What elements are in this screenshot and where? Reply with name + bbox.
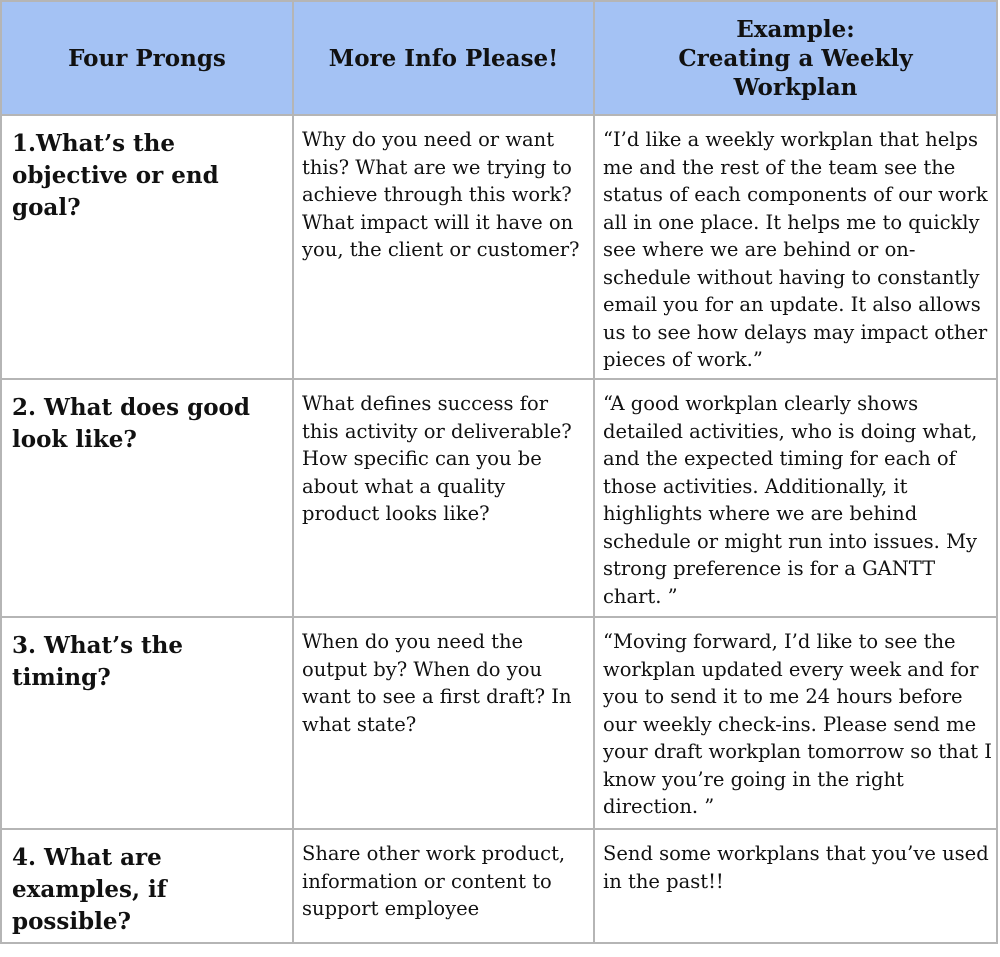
table-body: 1.What’s the objective or end goal? Why … [0, 114, 998, 944]
prong-cell: 1.What’s the objective or end goal? [0, 114, 294, 380]
info-cell: What defines success for this activity o… [292, 378, 595, 618]
prong-text: 4. What are examples, if possible? [12, 844, 167, 935]
header-more-info: More Info Please! [292, 0, 595, 116]
example-cell: “A good workplan clearly shows detailed … [593, 378, 998, 618]
table-row-good-looks-like: 2. What does good look like? What define… [0, 378, 998, 618]
info-text: Share other work product, information or… [302, 842, 566, 920]
info-text: What defines success for this activity o… [302, 392, 572, 525]
prong-text: 3. What’s the timing? [12, 632, 184, 691]
info-cell: Why do you need or want this? What are w… [292, 114, 595, 380]
table-row-timing: 3. What’s the timing? When do you need t… [0, 616, 998, 830]
header-example-line-2: Creating a Weekly [678, 44, 913, 72]
prong-text: 2. What does good look like? [12, 394, 250, 453]
table-row-objective: 1.What’s the objective or end goal? Why … [0, 114, 998, 380]
example-text: Send some workplans that you’ve used in … [603, 842, 989, 893]
header-example: Example: Creating a Weekly Workplan [593, 0, 998, 116]
prong-cell: 2. What does good look like? [0, 378, 294, 618]
example-text: “A good workplan clearly shows detailed … [603, 392, 978, 608]
table-row-examples: 4. What are examples, if possible? Share… [0, 828, 998, 944]
header-example-line-3: Workplan [733, 73, 858, 101]
example-text: “Moving forward, I’d like to see the wor… [603, 630, 992, 818]
info-cell: When do you need the output by? When do … [292, 616, 595, 830]
header-four-prongs: Four Prongs [0, 0, 294, 116]
example-cell: “Moving forward, I’d like to see the wor… [593, 616, 998, 830]
example-cell: Send some workplans that you’ve used in … [593, 828, 998, 944]
example-cell: “I’d like a weekly workplan that helps m… [593, 114, 998, 380]
prong-text: 1.What’s the objective or end goal? [12, 130, 219, 221]
prong-cell: 3. What’s the timing? [0, 616, 294, 830]
info-text: When do you need the output by? When do … [302, 630, 572, 736]
header-example-line-1: Example: [736, 15, 855, 43]
info-text: Why do you need or want this? What are w… [302, 128, 580, 261]
header-row: Four Prongs More Info Please! Example: C… [0, 0, 998, 116]
table-header: Four Prongs More Info Please! Example: C… [0, 0, 998, 116]
prong-cell: 4. What are examples, if possible? [0, 828, 294, 944]
info-cell: Share other work product, information or… [292, 828, 595, 944]
example-text: “I’d like a weekly workplan that helps m… [603, 128, 988, 371]
